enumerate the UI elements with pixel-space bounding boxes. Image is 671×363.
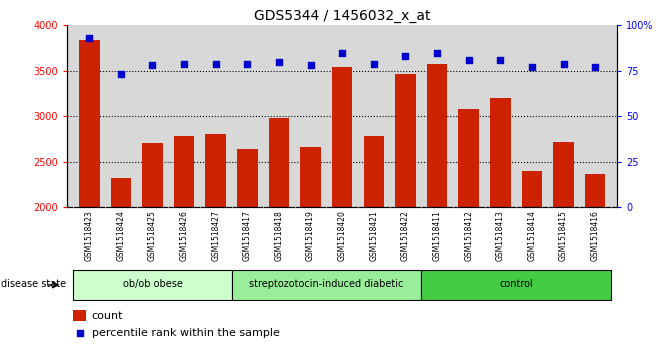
- Text: GSM1518426: GSM1518426: [180, 210, 189, 261]
- Text: GSM1518419: GSM1518419: [306, 210, 315, 261]
- Text: GSM1518422: GSM1518422: [401, 210, 410, 261]
- Bar: [427, 65, 448, 207]
- Text: GSM1518417: GSM1518417: [243, 210, 252, 261]
- Text: GSM1518418: GSM1518418: [274, 210, 283, 261]
- Text: control: control: [499, 279, 533, 289]
- Text: GSM1518412: GSM1518412: [464, 210, 473, 261]
- Bar: [268, 118, 289, 207]
- Text: GSM1518411: GSM1518411: [433, 210, 442, 261]
- Point: [147, 62, 158, 68]
- Point: [178, 61, 189, 66]
- Point: [495, 57, 506, 63]
- Point: [74, 330, 85, 336]
- Bar: [111, 178, 131, 207]
- Point: [305, 62, 316, 68]
- Bar: [73, 270, 231, 300]
- Text: streptozotocin-induced diabetic: streptozotocin-induced diabetic: [249, 279, 403, 289]
- Title: GDS5344 / 1456032_x_at: GDS5344 / 1456032_x_at: [254, 9, 431, 23]
- Text: disease state: disease state: [1, 279, 66, 289]
- Bar: [72, 310, 87, 321]
- Text: GSM1518427: GSM1518427: [211, 210, 220, 261]
- Bar: [301, 147, 321, 207]
- Text: GSM1518415: GSM1518415: [559, 210, 568, 261]
- Text: GSM1518420: GSM1518420: [338, 210, 347, 261]
- Point: [464, 57, 474, 63]
- Point: [210, 61, 221, 66]
- Point: [527, 64, 537, 70]
- Point: [590, 64, 601, 70]
- Bar: [237, 149, 258, 207]
- Point: [400, 53, 411, 59]
- Point: [558, 61, 569, 66]
- Bar: [554, 142, 574, 207]
- Point: [337, 50, 348, 56]
- Bar: [174, 136, 195, 207]
- Text: GSM1518421: GSM1518421: [369, 210, 378, 261]
- Text: GSM1518413: GSM1518413: [496, 210, 505, 261]
- Bar: [521, 171, 542, 207]
- Point: [431, 50, 442, 56]
- Bar: [490, 98, 511, 207]
- Bar: [231, 270, 421, 300]
- Bar: [332, 67, 352, 207]
- Text: ob/ob obese: ob/ob obese: [123, 279, 183, 289]
- Text: GSM1518424: GSM1518424: [116, 210, 125, 261]
- Bar: [585, 174, 605, 207]
- Text: GSM1518423: GSM1518423: [85, 210, 94, 261]
- Point: [84, 35, 95, 41]
- Text: count: count: [92, 311, 123, 321]
- Text: GSM1518414: GSM1518414: [527, 210, 536, 261]
- Bar: [395, 74, 416, 207]
- Point: [115, 72, 126, 77]
- Bar: [421, 270, 611, 300]
- Text: GSM1518416: GSM1518416: [590, 210, 600, 261]
- Text: percentile rank within the sample: percentile rank within the sample: [92, 328, 280, 338]
- Bar: [458, 109, 479, 207]
- Bar: [142, 143, 163, 207]
- Point: [242, 61, 253, 66]
- Text: GSM1518425: GSM1518425: [148, 210, 157, 261]
- Bar: [79, 40, 99, 207]
- Point: [274, 59, 285, 65]
- Bar: [205, 134, 226, 207]
- Point: [368, 61, 379, 66]
- Bar: [364, 136, 384, 207]
